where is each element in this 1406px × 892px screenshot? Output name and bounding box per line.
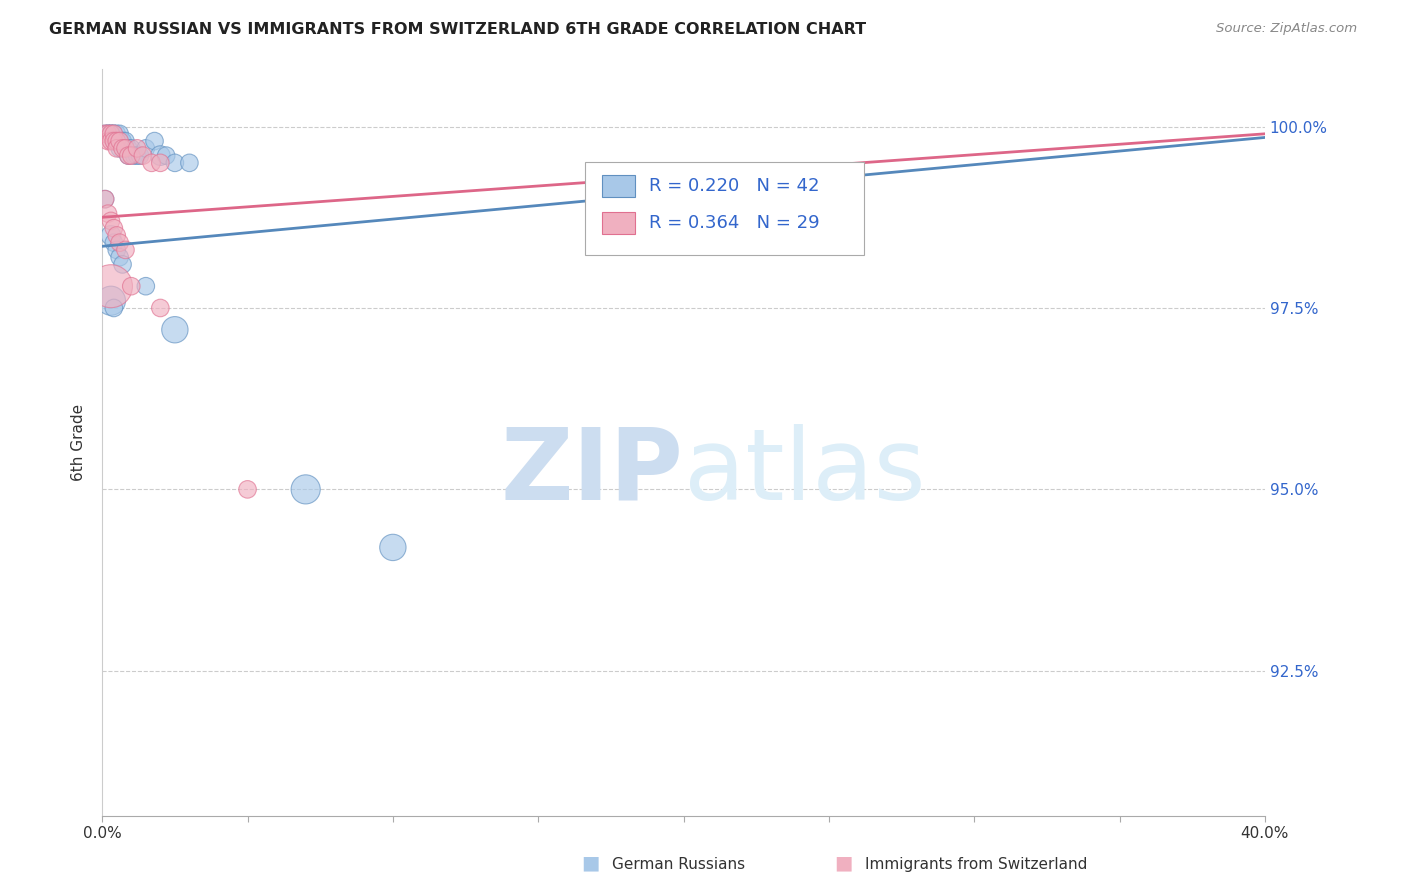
Point xyxy=(100,127,122,141)
Text: Source: ZipAtlas.com: Source: ZipAtlas.com xyxy=(1216,22,1357,36)
FancyBboxPatch shape xyxy=(585,162,863,255)
Point xyxy=(381,541,404,555)
Point xyxy=(100,127,122,141)
Point xyxy=(108,235,131,250)
Point xyxy=(141,156,163,170)
Point xyxy=(100,293,122,308)
Point xyxy=(105,134,128,148)
Point xyxy=(117,141,139,155)
Point xyxy=(149,156,172,170)
Point xyxy=(103,127,125,141)
Text: atlas: atlas xyxy=(683,424,925,521)
Text: ZIP: ZIP xyxy=(501,424,683,521)
Point xyxy=(114,243,136,257)
Point xyxy=(105,134,128,148)
Point xyxy=(103,235,125,250)
Point xyxy=(122,148,145,162)
Point xyxy=(155,148,177,162)
Text: GERMAN RUSSIAN VS IMMIGRANTS FROM SWITZERLAND 6TH GRADE CORRELATION CHART: GERMAN RUSSIAN VS IMMIGRANTS FROM SWITZE… xyxy=(49,22,866,37)
Point xyxy=(94,127,117,141)
Point xyxy=(105,127,128,141)
Text: ■: ■ xyxy=(834,854,853,872)
Point xyxy=(97,127,120,141)
Point xyxy=(149,301,172,315)
Point xyxy=(179,156,201,170)
Point xyxy=(108,141,131,155)
Point xyxy=(117,148,139,162)
Point xyxy=(114,134,136,148)
Point xyxy=(94,192,117,206)
Point xyxy=(129,148,152,162)
Point xyxy=(97,207,120,221)
Point xyxy=(135,279,157,293)
Point xyxy=(132,148,155,162)
Point xyxy=(294,483,316,497)
Point xyxy=(100,228,122,243)
Point xyxy=(111,141,134,155)
Point xyxy=(103,134,125,148)
Point xyxy=(100,134,122,148)
Point xyxy=(111,257,134,271)
Point xyxy=(108,127,131,141)
Point xyxy=(103,221,125,235)
Point xyxy=(108,250,131,264)
Point xyxy=(120,141,142,155)
Point xyxy=(103,134,125,148)
Point xyxy=(120,148,142,162)
Point xyxy=(94,192,117,206)
Point xyxy=(105,141,128,155)
Point xyxy=(163,156,186,170)
Point xyxy=(105,134,128,148)
Point xyxy=(163,323,186,337)
Point xyxy=(100,214,122,228)
Point xyxy=(108,134,131,148)
Point xyxy=(127,141,149,155)
Text: Immigrants from Switzerland: Immigrants from Switzerland xyxy=(865,857,1087,872)
Point xyxy=(108,134,131,148)
Point xyxy=(94,127,117,141)
Text: R = 0.364   N = 29: R = 0.364 N = 29 xyxy=(648,214,820,232)
Point xyxy=(97,127,120,141)
Bar xyxy=(602,175,634,197)
Point xyxy=(127,148,149,162)
Text: R = 0.220   N = 42: R = 0.220 N = 42 xyxy=(648,177,820,194)
Text: German Russians: German Russians xyxy=(612,857,745,872)
Point xyxy=(135,141,157,155)
Point xyxy=(103,127,125,141)
Point xyxy=(100,279,122,293)
Point xyxy=(114,141,136,155)
Point xyxy=(103,127,125,141)
Point xyxy=(143,134,166,148)
Point xyxy=(111,134,134,148)
Point xyxy=(236,483,259,497)
Point xyxy=(117,148,139,162)
Point xyxy=(105,228,128,243)
Point xyxy=(111,134,134,148)
Point xyxy=(100,127,122,141)
Point xyxy=(149,148,172,162)
Y-axis label: 6th Grade: 6th Grade xyxy=(72,404,86,481)
Bar xyxy=(602,212,634,235)
Point xyxy=(97,127,120,141)
Point xyxy=(120,279,142,293)
Point xyxy=(114,141,136,155)
Point xyxy=(105,243,128,257)
Point xyxy=(103,301,125,315)
Point xyxy=(97,134,120,148)
Text: ■: ■ xyxy=(581,854,600,872)
